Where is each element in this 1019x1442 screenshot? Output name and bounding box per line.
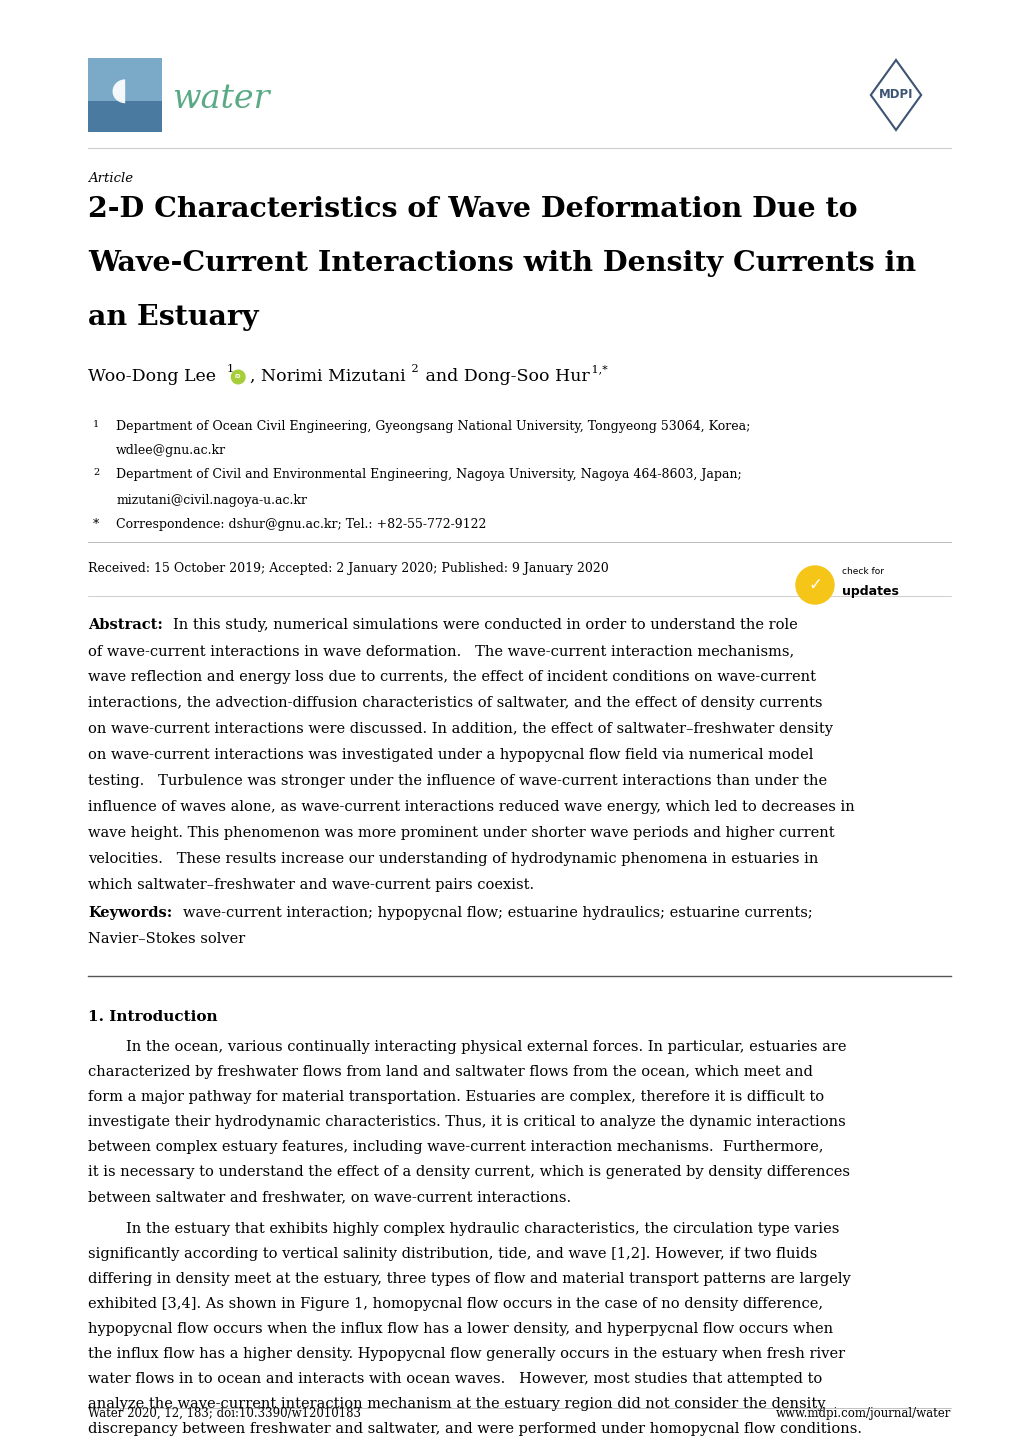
- Text: water flows in to ocean and interacts with ocean waves.   However, most studies : water flows in to ocean and interacts wi…: [88, 1371, 821, 1386]
- Text: velocities.   These results increase our understanding of hydrodynamic phenomena: velocities. These results increase our u…: [88, 852, 818, 867]
- Text: mizutani@civil.nagoya-u.ac.kr: mizutani@civil.nagoya-u.ac.kr: [116, 495, 307, 508]
- Text: 2-D Characteristics of Wave Deformation Due to: 2-D Characteristics of Wave Deformation …: [88, 196, 857, 224]
- Text: 2: 2: [408, 363, 419, 373]
- Text: Department of Ocean Civil Engineering, Gyeongsang National University, Tongyeong: Department of Ocean Civil Engineering, G…: [116, 420, 750, 433]
- Text: form a major pathway for material transportation. Estuaries are complex, therefo: form a major pathway for material transp…: [88, 1090, 823, 1105]
- Text: www.mdpi.com/journal/water: www.mdpi.com/journal/water: [774, 1407, 950, 1420]
- Text: Abstract:: Abstract:: [88, 619, 163, 632]
- Text: which saltwater–freshwater and wave-current pairs coexist.: which saltwater–freshwater and wave-curr…: [88, 878, 534, 893]
- Text: ✓: ✓: [807, 575, 821, 594]
- Text: investigate their hydrodynamic characteristics. Thus, it is critical to analyze : investigate their hydrodynamic character…: [88, 1115, 845, 1129]
- Text: In this study, numerical simulations were conducted in order to understand the r: In this study, numerical simulations wer…: [173, 619, 797, 632]
- Text: , Norimi Mizutani: , Norimi Mizutani: [250, 368, 406, 385]
- Text: testing.   Turbulence was stronger under the influence of wave-current interacti: testing. Turbulence was stronger under t…: [88, 774, 826, 787]
- Text: MDPI: MDPI: [878, 88, 912, 101]
- Text: discrepancy between freshwater and saltwater, and were performed under homopycna: discrepancy between freshwater and saltw…: [88, 1422, 861, 1436]
- Text: Department of Civil and Environmental Engineering, Nagoya University, Nagoya 464: Department of Civil and Environmental En…: [116, 469, 741, 482]
- Text: Water 2020, 12, 183; doi:10.3390/w12010183: Water 2020, 12, 183; doi:10.3390/w120101…: [88, 1407, 361, 1420]
- Text: Received: 15 October 2019; Accepted: 2 January 2020; Published: 9 January 2020: Received: 15 October 2019; Accepted: 2 J…: [88, 562, 608, 575]
- Text: the influx flow has a higher density. Hypopycnal flow generally occurs in the es: the influx flow has a higher density. Hy…: [88, 1347, 845, 1361]
- Text: Woo-Dong Lee: Woo-Dong Lee: [88, 368, 216, 385]
- Text: Correspondence: dshur@gnu.ac.kr; Tel.: +82-55-772-9122: Correspondence: dshur@gnu.ac.kr; Tel.: +…: [116, 518, 486, 531]
- Text: on wave-current interactions were discussed. In addition, the effect of saltwate: on wave-current interactions were discus…: [88, 722, 833, 735]
- Text: influence of waves alone, as wave-current interactions reduced wave energy, whic: influence of waves alone, as wave-curren…: [88, 800, 854, 813]
- Text: wave height. This phenomenon was more prominent under shorter wave periods and h: wave height. This phenomenon was more pr…: [88, 826, 834, 841]
- Text: In the ocean, various continually interacting physical external forces. In parti: In the ocean, various continually intera…: [126, 1040, 846, 1054]
- Text: Article: Article: [88, 172, 133, 185]
- Text: and Dong-Soo Hur: and Dong-Soo Hur: [420, 368, 589, 385]
- FancyBboxPatch shape: [88, 58, 162, 101]
- Text: Keywords:: Keywords:: [88, 906, 172, 920]
- Text: it is necessary to understand the effect of a density current, which is generate: it is necessary to understand the effect…: [88, 1165, 850, 1180]
- Text: between saltwater and freshwater, on wave-current interactions.: between saltwater and freshwater, on wav…: [88, 1190, 571, 1204]
- Text: Wave-Current Interactions with Density Currents in: Wave-Current Interactions with Density C…: [88, 249, 915, 277]
- Text: hypopycnal flow occurs when the influx flow has a lower density, and hyperpycnal: hypopycnal flow occurs when the influx f…: [88, 1322, 833, 1335]
- Text: Navier–Stokes solver: Navier–Stokes solver: [88, 932, 246, 946]
- Circle shape: [795, 567, 834, 604]
- FancyBboxPatch shape: [88, 101, 162, 133]
- Text: interactions, the advection-diffusion characteristics of saltwater, and the effe: interactions, the advection-diffusion ch…: [88, 696, 822, 709]
- Text: wdlee@gnu.ac.kr: wdlee@gnu.ac.kr: [116, 444, 226, 457]
- Text: differing in density meet at the estuary, three types of flow and material trans: differing in density meet at the estuary…: [88, 1272, 850, 1286]
- Text: water: water: [172, 82, 270, 115]
- Text: *: *: [93, 518, 100, 531]
- Circle shape: [231, 371, 245, 384]
- Text: between complex estuary features, including wave-current interaction mechanisms.: between complex estuary features, includ…: [88, 1141, 823, 1154]
- Text: significantly according to vertical salinity distribution, tide, and wave [1,2].: significantly according to vertical sali…: [88, 1247, 816, 1260]
- Text: on wave-current interactions was investigated under a hypopycnal flow field via : on wave-current interactions was investi…: [88, 748, 813, 761]
- Text: In the estuary that exhibits highly complex hydraulic characteristics, the circu: In the estuary that exhibits highly comp…: [126, 1221, 839, 1236]
- Text: 1. Introduction: 1. Introduction: [88, 1009, 218, 1024]
- Text: of wave-current interactions in wave deformation.   The wave-current interaction: of wave-current interactions in wave def…: [88, 645, 794, 658]
- Text: check for: check for: [841, 567, 883, 575]
- Polygon shape: [112, 69, 125, 104]
- Text: 2: 2: [93, 469, 100, 477]
- Text: 1: 1: [93, 420, 100, 430]
- Text: wave-current interaction; hypopycnal flow; estuarine hydraulics; estuarine curre: wave-current interaction; hypopycnal flo…: [183, 906, 812, 920]
- Text: analyze the wave-current interaction mechanism at the estuary region did not con: analyze the wave-current interaction mec…: [88, 1397, 825, 1412]
- Text: 1: 1: [226, 363, 233, 373]
- Text: an Estuary: an Estuary: [88, 304, 259, 332]
- Text: characterized by freshwater flows from land and saltwater flows from the ocean, : characterized by freshwater flows from l…: [88, 1066, 812, 1079]
- Text: iD: iD: [234, 375, 242, 379]
- Text: 1,*: 1,*: [588, 363, 607, 373]
- Text: exhibited [3,4]. As shown in Figure 1, homopycnal flow occurs in the case of no : exhibited [3,4]. As shown in Figure 1, h…: [88, 1296, 822, 1311]
- Text: updates: updates: [841, 585, 898, 598]
- Text: wave reflection and energy loss due to currents, the effect of incident conditio: wave reflection and energy loss due to c…: [88, 671, 815, 684]
